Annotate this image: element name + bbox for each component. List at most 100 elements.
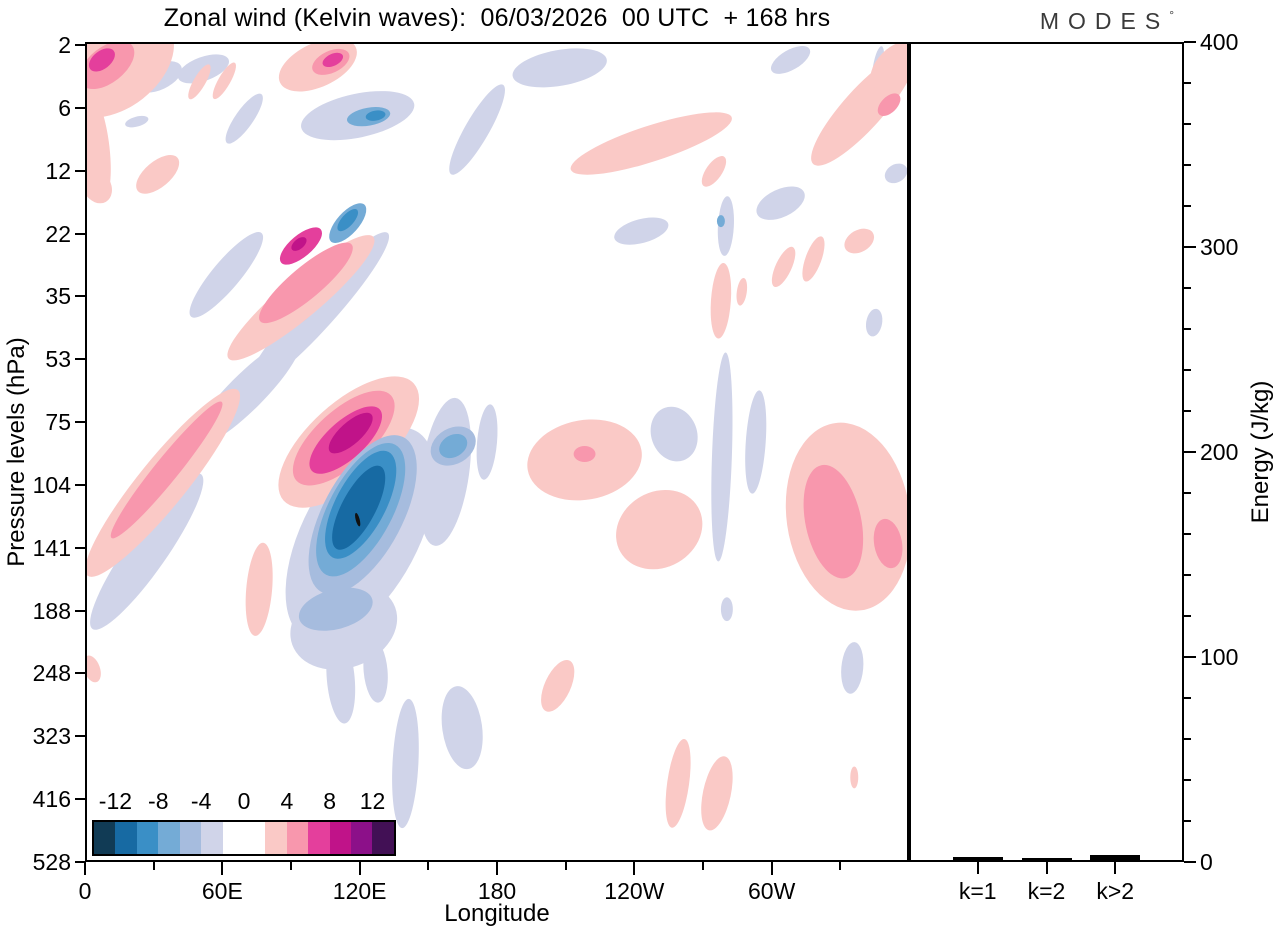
- modes-logo-text: MODES: [1039, 8, 1170, 34]
- pressure-tick: [75, 106, 85, 109]
- energy-bar: [952, 857, 1003, 860]
- pressure-tick: [75, 232, 85, 235]
- longitude-tick-label: 60W: [748, 878, 796, 904]
- colorbar-cell: [243, 822, 266, 854]
- pressure-tick-label: 528: [32, 849, 71, 875]
- pressure-tick: [75, 44, 85, 46]
- k-tick: [1045, 862, 1048, 874]
- pressure-tick-label: 6: [58, 94, 71, 121]
- contour-blob: [189, 231, 264, 318]
- energy-minor-tick: [1184, 697, 1191, 699]
- energy-minor-tick: [1184, 82, 1191, 84]
- pressure-tick-label: 188: [32, 597, 71, 624]
- contour-blob: [363, 639, 388, 703]
- contour-blob: [717, 196, 734, 256]
- contour-blob: [573, 446, 596, 462]
- longitude-minor-tick: [290, 862, 292, 870]
- energy-minor-tick: [1184, 205, 1191, 207]
- contour-blob: [770, 45, 811, 74]
- k-tick: [976, 862, 979, 874]
- longitude-tick: [84, 862, 86, 875]
- energy-minor-tick: [1184, 123, 1191, 125]
- colorbar-tick-label: 8: [323, 788, 337, 814]
- colorbar-tick-label: 0: [237, 788, 251, 814]
- colorbar-cell: [179, 822, 202, 854]
- contour-blob: [245, 542, 273, 636]
- contour-blob: [701, 156, 727, 187]
- energy-minor-tick: [1184, 738, 1191, 740]
- longitude-tick: [358, 862, 361, 875]
- contour-blob: [850, 766, 859, 789]
- colorbar-tick-label: 12: [359, 788, 386, 814]
- contour-blob: [136, 155, 180, 194]
- pressure-tick-label: 248: [32, 660, 71, 687]
- contour-blob: [326, 634, 356, 724]
- longitude-tick-label: 60E: [201, 878, 243, 904]
- contour-blob: [745, 390, 767, 494]
- energy-tick-label: 300: [1200, 234, 1239, 260]
- contour-blob: [90, 473, 204, 630]
- pressure-tick: [75, 483, 85, 486]
- contour-blob: [298, 587, 373, 631]
- contour-blob: [365, 110, 386, 121]
- contour-blob: [212, 62, 236, 100]
- contour-blob: [188, 64, 211, 100]
- colorbar-cell: [158, 822, 180, 854]
- longitude-tick-label: 120W: [604, 878, 665, 904]
- energy-bar: [1090, 855, 1141, 860]
- contour-blob: [291, 237, 307, 251]
- longitude-tick-label: 0: [78, 878, 92, 904]
- k-tick-label: k=1: [958, 878, 997, 904]
- longitude-tick-label: 180: [477, 878, 517, 904]
- energy-tick: [1184, 451, 1196, 453]
- pressure-tick-label: 22: [45, 220, 71, 247]
- colorbar-cell: [308, 822, 330, 854]
- contour-blob: [337, 209, 359, 232]
- contour-blob: [844, 228, 875, 254]
- contour-blob: [614, 217, 669, 245]
- energy-tick: [1184, 41, 1196, 43]
- contour-blob: [756, 186, 805, 220]
- energy-minor-tick: [1184, 533, 1191, 535]
- contour-blob: [87, 388, 241, 577]
- contour-blob: [665, 739, 691, 828]
- contour-blob: [865, 308, 883, 337]
- colorbar-tick-label: -12: [98, 788, 133, 814]
- contour-field: [87, 44, 907, 831]
- contour-blob: [803, 464, 864, 579]
- energy-tick-label: 0: [1200, 849, 1213, 875]
- colorbar-cell: [222, 822, 244, 854]
- energy-bar: [1021, 858, 1072, 860]
- energy-minor-tick: [1184, 615, 1191, 617]
- energy-minor-tick: [1184, 820, 1191, 822]
- contour-blob: [736, 277, 748, 306]
- energy-minor-tick: [1184, 369, 1191, 371]
- colorbar-cell: [265, 822, 287, 854]
- k-tick-label: k=2: [1027, 878, 1066, 904]
- pressure-tick-label: 416: [32, 786, 71, 813]
- energy-minor-tick: [1184, 779, 1191, 781]
- contour-blob: [841, 642, 864, 694]
- pressure-tick: [75, 609, 85, 612]
- colorbar-cell: [201, 822, 223, 854]
- energy-panel: [909, 42, 1184, 862]
- longitude-tick: [770, 862, 773, 875]
- contour-blob: [873, 518, 903, 569]
- contour-blob: [259, 242, 353, 324]
- energy-tick: [1184, 246, 1196, 248]
- contour-extremum-dash: [355, 512, 361, 527]
- contour-blob: [802, 236, 825, 282]
- contour-blob: [541, 660, 575, 712]
- colorbar-cell: [94, 822, 116, 854]
- pressure-tick-label: 12: [45, 157, 71, 184]
- pressure-tick-label: 35: [45, 283, 71, 310]
- longitude-minor-tick: [427, 862, 430, 870]
- pressure-tick: [75, 735, 85, 738]
- longitude-minor-tick: [839, 862, 842, 870]
- contour-blob: [616, 489, 703, 570]
- contour-blob: [441, 686, 483, 770]
- longitude-tick-label: 120E: [332, 878, 387, 904]
- colorbar-cell: [136, 822, 159, 854]
- energy-tick-label: 100: [1200, 644, 1239, 670]
